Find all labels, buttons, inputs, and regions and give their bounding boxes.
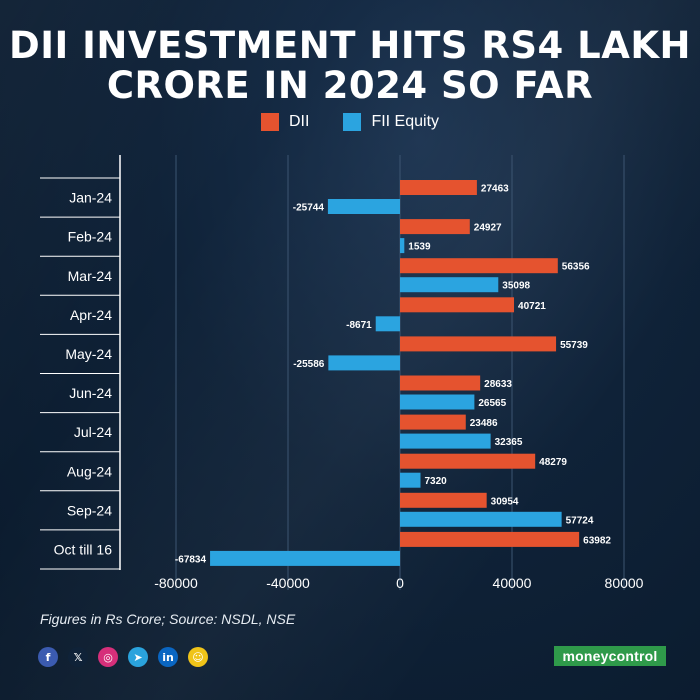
x-icon[interactable]: 𝕏	[68, 647, 88, 667]
bar-dii	[400, 492, 487, 508]
category-label: Mar-24	[68, 268, 113, 284]
data-label: 24927	[474, 223, 502, 234]
category-label: Jan-24	[69, 190, 112, 206]
bar-fii	[400, 433, 491, 449]
bar-fii	[400, 511, 562, 527]
data-label: -25586	[293, 359, 325, 370]
social-icons: f 𝕏 ◎ ➤ in ☺	[38, 647, 208, 667]
data-label: 7320	[424, 476, 447, 487]
source-note: Figures in Rs Crore; Source: NSDL, NSE	[40, 611, 296, 627]
linkedin-icon[interactable]: in	[158, 647, 178, 667]
data-label: 32365	[495, 437, 523, 448]
bar-dii	[400, 219, 470, 235]
legend-item-dii: DII	[260, 113, 310, 131]
data-label: 28633	[484, 379, 512, 390]
x-tick-label: 40000	[493, 575, 532, 591]
data-label: 23486	[470, 418, 498, 429]
legend-swatch-dii	[260, 113, 279, 131]
data-label: 30954	[491, 496, 519, 507]
legend-item-fii: FII Equity	[343, 113, 439, 131]
data-label: -8671	[346, 320, 372, 331]
bar-dii	[400, 531, 580, 547]
bar-dii	[400, 336, 557, 352]
data-label: 1539	[408, 242, 431, 253]
bar-dii	[400, 258, 558, 274]
bar-fii	[400, 472, 421, 488]
telegram-icon[interactable]: ➤	[128, 647, 148, 667]
category-label: Feb-24	[68, 229, 113, 245]
category-label: May-24	[65, 346, 112, 362]
bar-dii	[400, 414, 466, 430]
instagram-icon[interactable]: ◎	[98, 647, 118, 667]
x-tick-label: -80000	[154, 575, 198, 591]
bar-fii	[400, 238, 405, 254]
data-label: 27463	[481, 184, 509, 195]
bar-fii	[375, 316, 400, 332]
bar-fii	[327, 199, 400, 214]
bar-fii	[210, 550, 400, 566]
category-label: Jun-24	[69, 385, 112, 401]
title-line-2: CRORE IN 2024 SO FAR	[106, 64, 594, 107]
bar-dii	[400, 453, 536, 469]
data-label: 56356	[562, 262, 590, 273]
facebook-icon[interactable]: f	[38, 647, 58, 667]
category-label: Oct till 16	[54, 541, 113, 557]
category-label: Aug-24	[67, 463, 112, 479]
data-label: 55739	[560, 340, 588, 351]
legend: DII FII Equity	[0, 113, 700, 131]
category-label: Jul-24	[74, 424, 112, 440]
legend-label-dii: DII	[288, 113, 310, 130]
data-label: 40721	[518, 301, 546, 312]
legend-label-fii: FII Equity	[371, 113, 440, 130]
x-tick-label: -40000	[266, 575, 310, 591]
x-tick-label: 0	[396, 575, 404, 591]
bar-dii	[400, 375, 481, 391]
data-label: 35098	[502, 281, 530, 292]
data-label: -67834	[175, 554, 207, 565]
bar-dii	[400, 297, 515, 313]
data-label: 26565	[478, 398, 506, 409]
category-label: Apr-24	[70, 307, 112, 323]
data-label: 63982	[583, 535, 611, 546]
bar-fii	[328, 355, 400, 371]
bar-fii	[400, 277, 499, 293]
bar-dii	[400, 180, 477, 195]
title-line-1: DII INVESTMENT HITS RS4 LAKH	[9, 24, 691, 67]
x-tick-label: 80000	[605, 575, 644, 591]
category-label: Sep-24	[67, 502, 112, 518]
data-label: 48279	[539, 457, 567, 468]
legend-swatch-fii	[343, 113, 362, 131]
data-label: 57724	[566, 515, 594, 526]
bar-fii	[400, 394, 475, 410]
data-label: -25744	[293, 203, 325, 214]
chart-title: DII INVESTMENT HITS RS4 LAKH CRORE IN 20…	[0, 26, 700, 106]
snapchat-icon[interactable]: ☺	[188, 647, 208, 667]
moneycontrol-logo: moneycontrol	[554, 646, 666, 666]
